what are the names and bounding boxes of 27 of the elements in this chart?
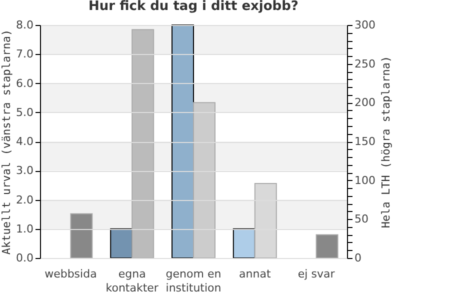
x-tick-label: genom en institution — [166, 268, 222, 294]
y2-tick-label: 150 — [354, 135, 376, 148]
y-tick-label: 0.0 — [16, 252, 34, 264]
y2-tick-label: 300 — [354, 18, 376, 32]
bar — [70, 213, 93, 258]
y-tick-label: 5.0 — [16, 106, 34, 119]
x-tick-label: ej svar — [298, 268, 336, 280]
y2-tick-label: 100 — [354, 174, 376, 187]
x-tick-label: webbsida — [44, 268, 97, 280]
y-tick-label: 2.0 — [16, 193, 34, 206]
x-tick-label: annat — [239, 268, 272, 280]
y2-tick-label: 0 — [354, 252, 362, 264]
y-tick-label: 8.0 — [16, 18, 34, 32]
bar — [132, 29, 154, 258]
y-axis-title: Aktuellt urval (vänstra staplarna) — [0, 29, 14, 255]
bar — [316, 234, 338, 258]
y2-tick-label: 50 — [354, 212, 368, 226]
y2-tick-label: 250 — [354, 57, 376, 70]
chart-title: Hur fick du tag i ditt exjobb? — [88, 0, 298, 14]
y-tick-label: 6.0 — [16, 76, 34, 90]
y-tick-label: 7.0 — [16, 48, 34, 61]
y2-tick-label: 200 — [354, 96, 376, 110]
y2-axis-title: Hela LTH (högra staplarna) — [379, 56, 392, 228]
x-tick-label: egna kontakter — [106, 268, 159, 294]
y-tick-label: 1.0 — [16, 222, 34, 236]
y-tick-label: 3.0 — [16, 164, 34, 178]
y-tick-label: 4.0 — [16, 135, 34, 148]
